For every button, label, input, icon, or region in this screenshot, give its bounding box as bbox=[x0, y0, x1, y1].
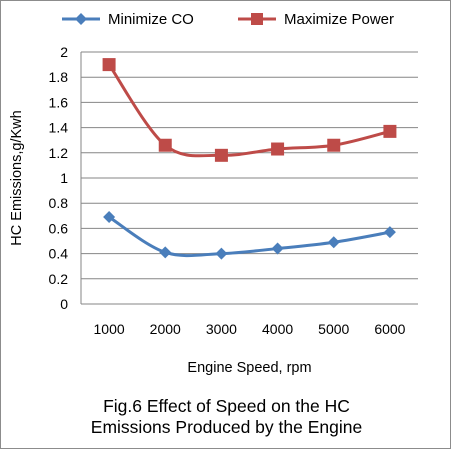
legend-marker bbox=[251, 13, 263, 25]
series-line bbox=[107, 63, 391, 158]
y-tick-label: 0 bbox=[60, 296, 68, 312]
y-tick-label: 1.6 bbox=[49, 94, 69, 110]
legend-marker bbox=[75, 13, 87, 25]
y-tick-labels: 0 0.2 0.4 0.6 0.8 1 1.2 1.4 1.6 1.8 2 bbox=[49, 44, 69, 312]
x-tick-label: 3000 bbox=[206, 321, 237, 337]
x-tick-label: 5000 bbox=[318, 321, 349, 337]
y-tick-label: 0.8 bbox=[49, 195, 69, 211]
data-point bbox=[159, 246, 172, 259]
data-point bbox=[158, 138, 172, 152]
data-point bbox=[327, 236, 340, 249]
data-point bbox=[102, 58, 116, 72]
x-tick-label: 1000 bbox=[94, 321, 125, 337]
data-point bbox=[271, 142, 285, 156]
legend-item: Maximize Power bbox=[238, 11, 394, 28]
legend: Minimize CO Maximize Power bbox=[62, 11, 394, 28]
data-point bbox=[103, 211, 116, 224]
caption-line-1: Fig.6 Effect of Speed on the HC bbox=[103, 396, 350, 416]
data-point bbox=[215, 247, 228, 260]
y-tick-label: 1.8 bbox=[49, 69, 69, 85]
series-minimize-co bbox=[103, 211, 396, 260]
x-axis-title: Engine Speed, rpm bbox=[187, 360, 311, 376]
data-point bbox=[383, 124, 397, 138]
x-tick-labels: 1000 2000 3000 4000 5000 6000 bbox=[94, 321, 406, 337]
y-tick-label: 1.2 bbox=[49, 145, 69, 161]
x-tick-label: 2000 bbox=[150, 321, 181, 337]
data-point bbox=[214, 148, 228, 162]
y-axis-title: HC Emissions,g/Kwh bbox=[9, 110, 25, 245]
series-line bbox=[108, 215, 391, 258]
y-tick-label: 0.6 bbox=[49, 220, 69, 236]
legend-label: Maximize Power bbox=[284, 11, 394, 28]
legend-label: Minimize CO bbox=[108, 11, 194, 28]
series-maximize-power bbox=[102, 58, 397, 162]
legend-item: Minimize CO bbox=[62, 11, 194, 28]
series-layer bbox=[102, 58, 397, 260]
x-tick-label: 6000 bbox=[374, 321, 405, 337]
gridlines bbox=[81, 51, 418, 280]
caption-line-2: Emissions Produced by the Engine bbox=[90, 417, 363, 437]
data-point bbox=[383, 226, 396, 239]
x-tick-label: 4000 bbox=[262, 321, 293, 337]
y-tick-label: 1 bbox=[60, 170, 68, 186]
y-tick-label: 0.4 bbox=[49, 246, 69, 262]
data-point bbox=[271, 242, 284, 255]
figure-caption: Fig.6 Effect of Speed on the HC Emission… bbox=[0, 396, 453, 438]
axes bbox=[80, 52, 418, 305]
y-tick-label: 1.4 bbox=[49, 120, 69, 136]
data-point bbox=[327, 138, 341, 152]
y-tick-label: 2 bbox=[60, 44, 68, 60]
y-tick-label: 0.2 bbox=[49, 271, 69, 287]
